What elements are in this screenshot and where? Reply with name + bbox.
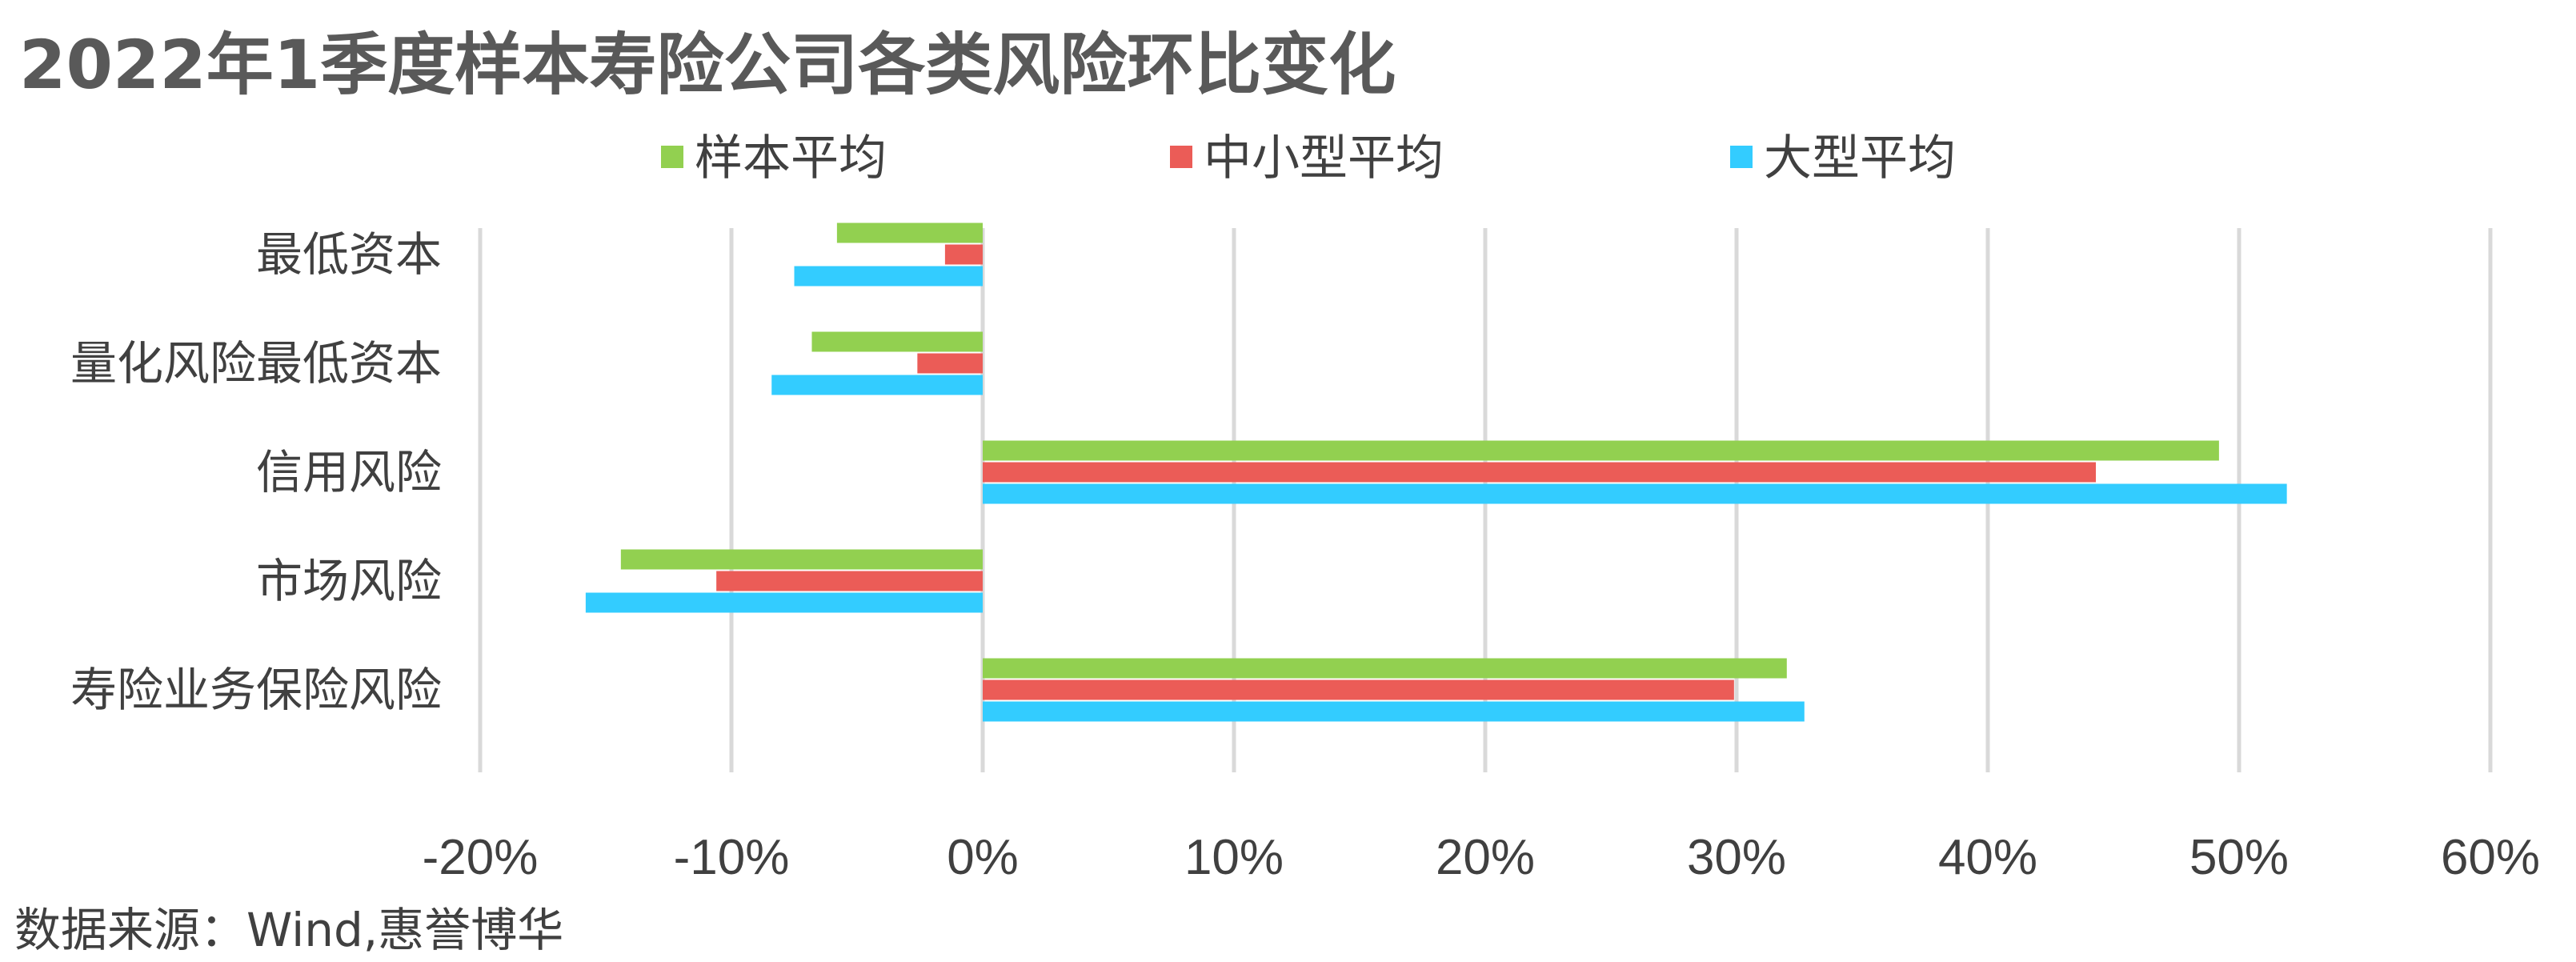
- x-tick-label-1: -10%: [674, 830, 790, 885]
- source-note: 数据来源：Wind,惠誉博华: [14, 903, 563, 957]
- bar-0-3: [620, 549, 983, 570]
- category-label-3: 市场风险: [256, 554, 442, 608]
- bar-0-2: [983, 440, 2219, 461]
- legend-swatch-0: [661, 146, 683, 168]
- legend-label-2: 大型平均: [1764, 130, 1956, 186]
- category-label-1: 量化风险最低资本: [70, 336, 442, 391]
- category-label-0: 最低资本: [256, 227, 442, 282]
- x-tick-label-4: 20%: [1436, 830, 1535, 885]
- bars: [585, 222, 2287, 722]
- x-tick-label-2: 0%: [947, 830, 1019, 885]
- bar-2-1: [771, 375, 983, 395]
- bar-1-2: [983, 462, 2097, 483]
- x-tick-label-6: 40%: [1938, 830, 2037, 885]
- legend-swatch-2: [1730, 146, 1753, 168]
- x-tick-label-3: 10%: [1184, 830, 1284, 885]
- legend-label-0: 样本平均: [695, 130, 887, 186]
- bar-2-2: [983, 483, 2287, 504]
- bar-2-0: [794, 266, 983, 287]
- bar-0-1: [811, 331, 983, 352]
- x-tick-label-0: -20%: [423, 830, 539, 885]
- legend-swatch-1: [1170, 146, 1192, 168]
- bar-2-3: [585, 592, 983, 613]
- bar-1-3: [716, 571, 983, 591]
- x-tick-label-5: 30%: [1687, 830, 1786, 885]
- x-axis-tick-labels: -20% -10% 0% 10% 20% 30% 40% 50% 60%: [423, 830, 2540, 885]
- x-tick-label-7: 50%: [2189, 830, 2289, 885]
- bar-1-0: [944, 244, 983, 265]
- chart-title: 2022年1季度样本寿险公司各类风险环比变化: [19, 26, 1396, 104]
- bar-0-0: [836, 222, 983, 243]
- bar-1-1: [917, 353, 983, 374]
- category-label-2: 信用风险: [256, 445, 442, 499]
- legend-label-1: 中小型平均: [1204, 130, 1444, 186]
- bar-2-4: [983, 701, 1805, 722]
- x-tick-label-8: 60%: [2441, 830, 2540, 885]
- bar-1-4: [983, 679, 1734, 700]
- category-label-4: 寿险业务保险风险: [70, 663, 442, 717]
- legend: 样本平均 中小型平均 大型平均: [661, 130, 1956, 186]
- bar-0-4: [983, 658, 1787, 679]
